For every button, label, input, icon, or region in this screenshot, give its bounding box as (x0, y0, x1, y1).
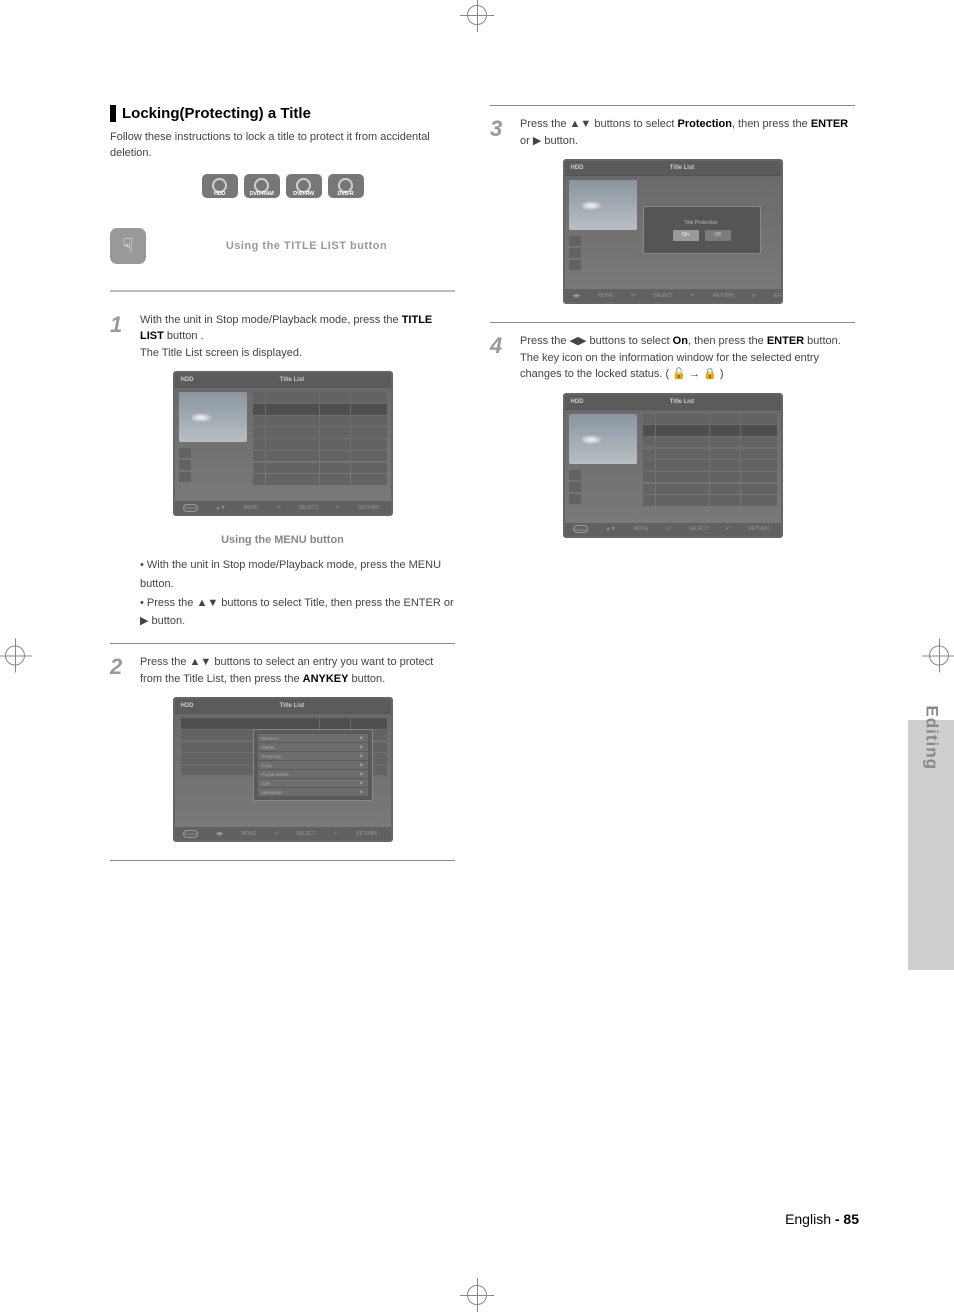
or-heading: Using the MENU button (110, 534, 455, 546)
screen-locked-result: HDDTitle List (563, 393, 783, 538)
step-4-text: Press the ◀▶ buttons to select On, then … (520, 333, 855, 383)
screen-title-list-1: HDDTitle List (173, 371, 393, 516)
step-3-text: Press the ▲▼ buttons to select Protectio… (520, 116, 855, 149)
step-1: 1 With the unit in Stop mode/Playback mo… (110, 312, 455, 362)
side-label: Editing (922, 705, 942, 770)
page-number: - 85 (835, 1211, 859, 1227)
step-4: 4 Press the ◀▶ buttons to select On, the… (490, 333, 855, 383)
section-title: Locking(Protecting) a Title (110, 105, 455, 122)
step-1-num: 1 (110, 312, 140, 362)
using-heading: Using the TITLE LIST button (158, 240, 455, 252)
step-2-text: Press the ▲▼ buttons to select an entry … (140, 654, 455, 687)
step-3: 3 Press the ▲▼ buttons to select Protect… (490, 116, 855, 149)
disc-hdd: HDD (202, 174, 238, 198)
screen-thumb-icon (179, 392, 247, 442)
disc-icons: HDD DVD-RAM DVD-RW DVD-R (110, 174, 455, 198)
intro-text: Follow these instructions to lock a titl… (110, 130, 455, 162)
disc-rw: DVD-RW (286, 174, 322, 198)
page-footer: English - 85 (785, 1211, 859, 1227)
page-language: English (785, 1211, 831, 1227)
disc-r: DVD-R (328, 174, 364, 198)
using-block: ☟ Using the TITLE LIST button (110, 220, 455, 292)
step-1-text: With the unit in Stop mode/Playback mode… (140, 312, 455, 362)
protect-off-button: Off (705, 230, 731, 241)
step-2: 2 Press the ▲▼ buttons to select an entr… (110, 654, 455, 687)
step-3-num: 3 (490, 116, 520, 149)
screen-protection-ask: HDDTitle List Title Protection: On Off (563, 159, 783, 304)
step-4-num: 4 (490, 333, 520, 383)
or-block: • With the unit in Stop mode/Playback mo… (140, 556, 455, 631)
disc-ram: DVD-RAM (244, 174, 280, 198)
protect-on-button: On (673, 230, 699, 241)
anykey-icon: Anykey (183, 504, 198, 512)
screen-protect-menu: HDDTitle List Rename▶ Delete▶ Protection… (173, 697, 393, 842)
step-2-num: 2 (110, 654, 140, 687)
hand-icon: ☟ (110, 228, 146, 264)
